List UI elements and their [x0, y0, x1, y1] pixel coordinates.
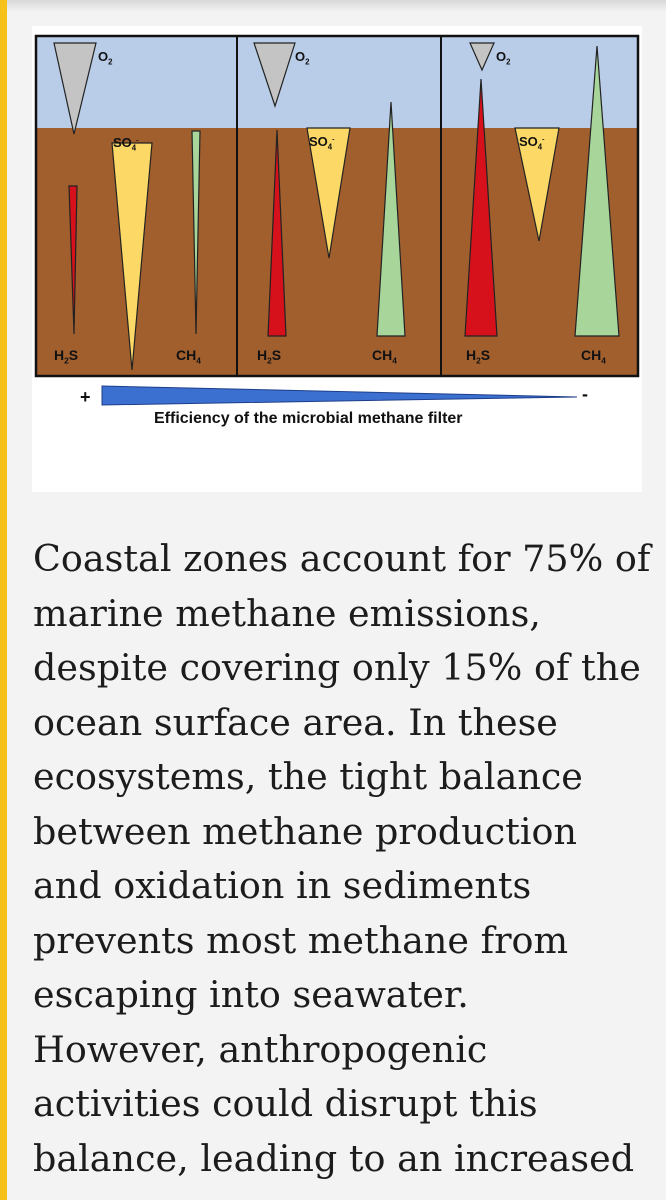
panel-1-so4-label: SO4-	[113, 135, 139, 152]
efficiency-label: Efficiency of the microbial methane filt…	[154, 410, 463, 427]
top-shadow	[0, 0, 666, 12]
efficiency-gradient-bar	[101, 385, 578, 406]
article-paragraph: Coastal zones account for 75% of marine …	[33, 537, 651, 1180]
panel-1-sulfate-wedge	[111, 142, 153, 371]
panel-3-h2s-label: H2S	[466, 347, 490, 366]
panel-2-h2s-label: H2S	[257, 347, 281, 366]
panel-1-ch4-label: CH4	[176, 347, 201, 366]
panel-3-ch4-label: CH4	[581, 347, 606, 366]
panel-2-sulfide-wedge	[267, 129, 287, 337]
panel-2-oxygen-wedge	[253, 42, 296, 108]
panel-3-o2-label: O2	[496, 49, 511, 66]
minus-sign: -	[582, 384, 588, 404]
panel-2-sulfate-wedge	[306, 127, 351, 259]
panel-3-so4-label: SO4-	[519, 134, 545, 151]
panel-2-so4-label: SO4-	[309, 134, 335, 151]
panel-3-sulfide-wedge	[464, 78, 498, 337]
methane-filter-figure[interactable]: O2 SO4- H2S CH4 O2 SO4- H2S CH4 O2 SO4- H2S CH4 + - Ef…	[32, 26, 642, 492]
plus-sign: +	[80, 387, 91, 407]
panel-1-o2-label: O2	[98, 49, 113, 66]
quote-accent-bar	[0, 0, 7, 1200]
panel-3-sulfate-wedge	[514, 127, 560, 242]
panel-3-oxygen-wedge	[469, 42, 495, 72]
panel-1-methane-wedge	[191, 130, 201, 335]
panel-2-ch4-label: CH4	[372, 347, 397, 366]
panel-1-oxygen-wedge	[53, 42, 97, 135]
panel-1-sulfide-wedge	[68, 185, 78, 335]
methane-filter-diagram: O2 SO4- H2S CH4 O2 SO4- H2S CH4 O2 SO4- H2S CH4 + - Ef…	[34, 34, 640, 427]
panel-1-h2s-label: H2S	[54, 347, 78, 366]
diagram-frame	[34, 34, 640, 378]
panel-2-o2-label: O2	[295, 49, 310, 66]
water-layer	[36, 36, 638, 128]
panel-2-methane-wedge	[376, 101, 406, 337]
panel-3-methane-wedge	[574, 45, 620, 337]
